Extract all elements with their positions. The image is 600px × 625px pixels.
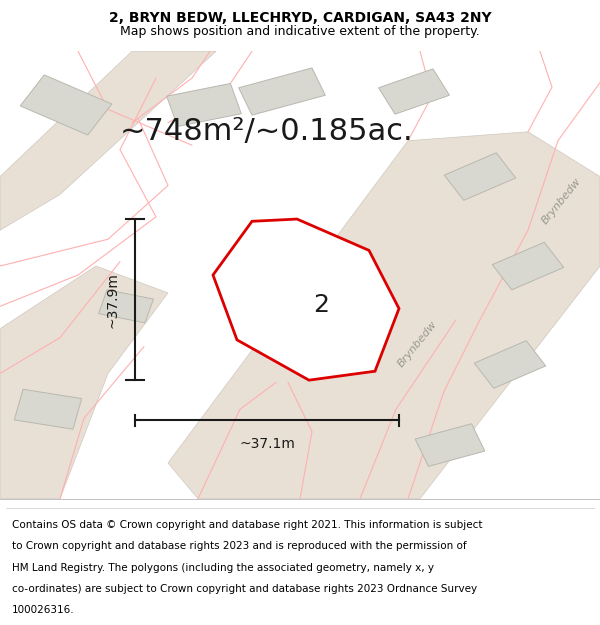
Polygon shape	[492, 242, 564, 290]
Text: co-ordinates) are subject to Crown copyright and database rights 2023 Ordnance S: co-ordinates) are subject to Crown copyr…	[12, 584, 477, 594]
Text: 2: 2	[313, 292, 329, 317]
Text: ~37.1m: ~37.1m	[239, 438, 295, 451]
Text: 2, BRYN BEDW, LLECHRYD, CARDIGAN, SA43 2NY: 2, BRYN BEDW, LLECHRYD, CARDIGAN, SA43 2…	[109, 11, 491, 25]
Text: Contains OS data © Crown copyright and database right 2021. This information is : Contains OS data © Crown copyright and d…	[12, 520, 482, 530]
Text: ~37.9m: ~37.9m	[106, 272, 120, 328]
Polygon shape	[239, 68, 325, 115]
Polygon shape	[14, 389, 82, 429]
Text: 100026316.: 100026316.	[12, 605, 74, 615]
Text: to Crown copyright and database rights 2023 and is reproduced with the permissio: to Crown copyright and database rights 2…	[12, 541, 467, 551]
Text: Brynbedw: Brynbedw	[539, 176, 583, 226]
Polygon shape	[266, 273, 358, 331]
Polygon shape	[167, 84, 241, 126]
Polygon shape	[379, 69, 449, 114]
Polygon shape	[168, 132, 600, 499]
Text: Map shows position and indicative extent of the property.: Map shows position and indicative extent…	[120, 26, 480, 39]
Polygon shape	[444, 152, 516, 201]
Polygon shape	[415, 424, 485, 466]
Polygon shape	[0, 266, 168, 499]
Polygon shape	[0, 51, 216, 230]
Polygon shape	[213, 219, 399, 380]
Text: HM Land Registry. The polygons (including the associated geometry, namely x, y: HM Land Registry. The polygons (includin…	[12, 562, 434, 572]
Text: ~748m²/~0.185ac.: ~748m²/~0.185ac.	[120, 118, 413, 146]
Polygon shape	[20, 75, 112, 135]
Polygon shape	[474, 341, 546, 388]
Polygon shape	[98, 290, 154, 323]
Text: Brynbedw: Brynbedw	[395, 319, 439, 369]
